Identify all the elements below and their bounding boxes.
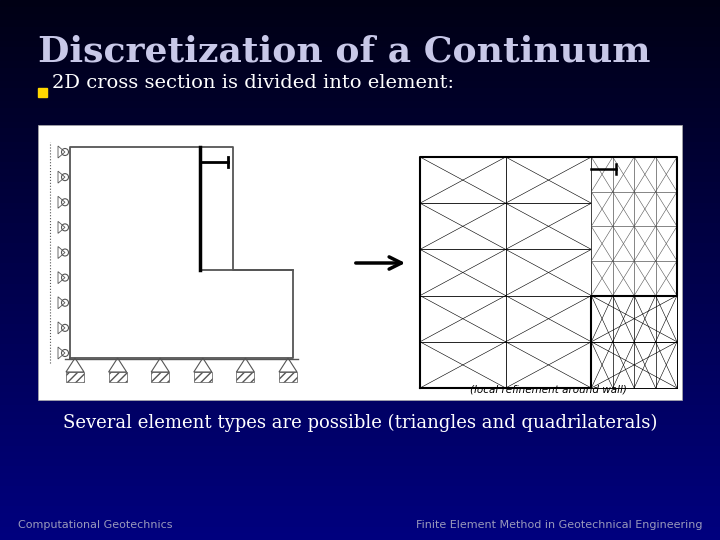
Bar bbox=[0, 384, 720, 391]
Bar bbox=[109, 372, 127, 382]
Bar bbox=[0, 74, 720, 81]
Bar bbox=[0, 168, 720, 176]
Text: 2D cross section is divided into element:: 2D cross section is divided into element… bbox=[52, 74, 454, 92]
Bar bbox=[0, 202, 720, 209]
Bar bbox=[0, 122, 720, 128]
Bar bbox=[0, 513, 720, 519]
Bar bbox=[0, 141, 720, 149]
Bar bbox=[0, 249, 720, 256]
Bar bbox=[0, 54, 720, 60]
Bar bbox=[0, 81, 720, 87]
Bar bbox=[0, 438, 720, 445]
Bar bbox=[0, 534, 720, 540]
Bar bbox=[0, 189, 720, 195]
Bar bbox=[0, 357, 720, 364]
Bar bbox=[0, 310, 720, 317]
Bar bbox=[0, 216, 720, 222]
Bar bbox=[0, 40, 720, 47]
Bar bbox=[0, 256, 720, 263]
Bar bbox=[0, 243, 720, 249]
Bar bbox=[0, 526, 720, 534]
Bar bbox=[194, 372, 212, 382]
Bar bbox=[0, 102, 720, 108]
Bar bbox=[0, 195, 720, 202]
Bar bbox=[0, 472, 720, 480]
Bar bbox=[0, 492, 720, 500]
Bar bbox=[0, 115, 720, 122]
Bar bbox=[0, 338, 720, 345]
Bar bbox=[0, 399, 720, 405]
Bar bbox=[0, 33, 720, 40]
Bar bbox=[0, 330, 720, 338]
Bar bbox=[0, 351, 720, 357]
Text: Finite Element Method in Geotechnical Engineering: Finite Element Method in Geotechnical En… bbox=[415, 520, 702, 530]
Text: Several element types are possible (triangles and quadrilaterals): Several element types are possible (tria… bbox=[63, 414, 657, 432]
Bar bbox=[0, 426, 720, 432]
Bar bbox=[0, 176, 720, 183]
Bar bbox=[236, 372, 254, 382]
Bar bbox=[0, 276, 720, 284]
Bar bbox=[0, 209, 720, 216]
Bar bbox=[0, 60, 720, 68]
Bar bbox=[151, 372, 169, 382]
Bar bbox=[0, 94, 720, 102]
Bar bbox=[0, 364, 720, 372]
Text: Discretization of a Continuum: Discretization of a Continuum bbox=[38, 35, 650, 69]
Bar bbox=[0, 14, 720, 20]
Bar bbox=[0, 378, 720, 384]
Bar bbox=[0, 392, 720, 399]
Bar bbox=[0, 270, 720, 276]
Bar bbox=[279, 372, 297, 382]
Bar bbox=[66, 372, 84, 382]
Bar bbox=[0, 162, 720, 168]
Bar bbox=[0, 446, 720, 453]
Bar bbox=[0, 324, 720, 330]
Bar bbox=[0, 263, 720, 270]
Bar bbox=[0, 20, 720, 27]
Bar bbox=[0, 432, 720, 438]
Bar bbox=[0, 411, 720, 418]
Bar bbox=[0, 317, 720, 324]
Bar bbox=[0, 222, 720, 230]
Bar bbox=[0, 303, 720, 310]
Bar bbox=[0, 507, 720, 513]
Bar bbox=[0, 372, 720, 378]
Bar bbox=[0, 297, 720, 303]
Bar bbox=[0, 135, 720, 141]
Bar bbox=[0, 0, 720, 6]
Bar bbox=[0, 519, 720, 526]
Bar bbox=[38, 88, 47, 97]
Bar bbox=[0, 465, 720, 472]
Bar bbox=[0, 47, 720, 54]
Bar bbox=[0, 87, 720, 94]
Bar bbox=[0, 345, 720, 351]
Bar bbox=[0, 480, 720, 486]
Text: Computational Geotechnics: Computational Geotechnics bbox=[18, 520, 173, 530]
Bar bbox=[0, 405, 720, 411]
Text: (local refinement around wall): (local refinement around wall) bbox=[470, 384, 627, 394]
Bar bbox=[0, 284, 720, 291]
Bar bbox=[0, 453, 720, 459]
Bar bbox=[0, 6, 720, 14]
Bar bbox=[0, 237, 720, 243]
Bar bbox=[0, 418, 720, 426]
Bar bbox=[0, 108, 720, 115]
Bar bbox=[0, 500, 720, 507]
Bar bbox=[0, 27, 720, 33]
Bar bbox=[0, 128, 720, 135]
Bar bbox=[0, 459, 720, 465]
Bar bbox=[0, 486, 720, 492]
Bar bbox=[0, 156, 720, 162]
Bar bbox=[0, 183, 720, 189]
Bar bbox=[38, 125, 682, 400]
Bar bbox=[0, 291, 720, 297]
Bar bbox=[0, 230, 720, 237]
Bar bbox=[0, 68, 720, 74]
Bar bbox=[0, 148, 720, 156]
